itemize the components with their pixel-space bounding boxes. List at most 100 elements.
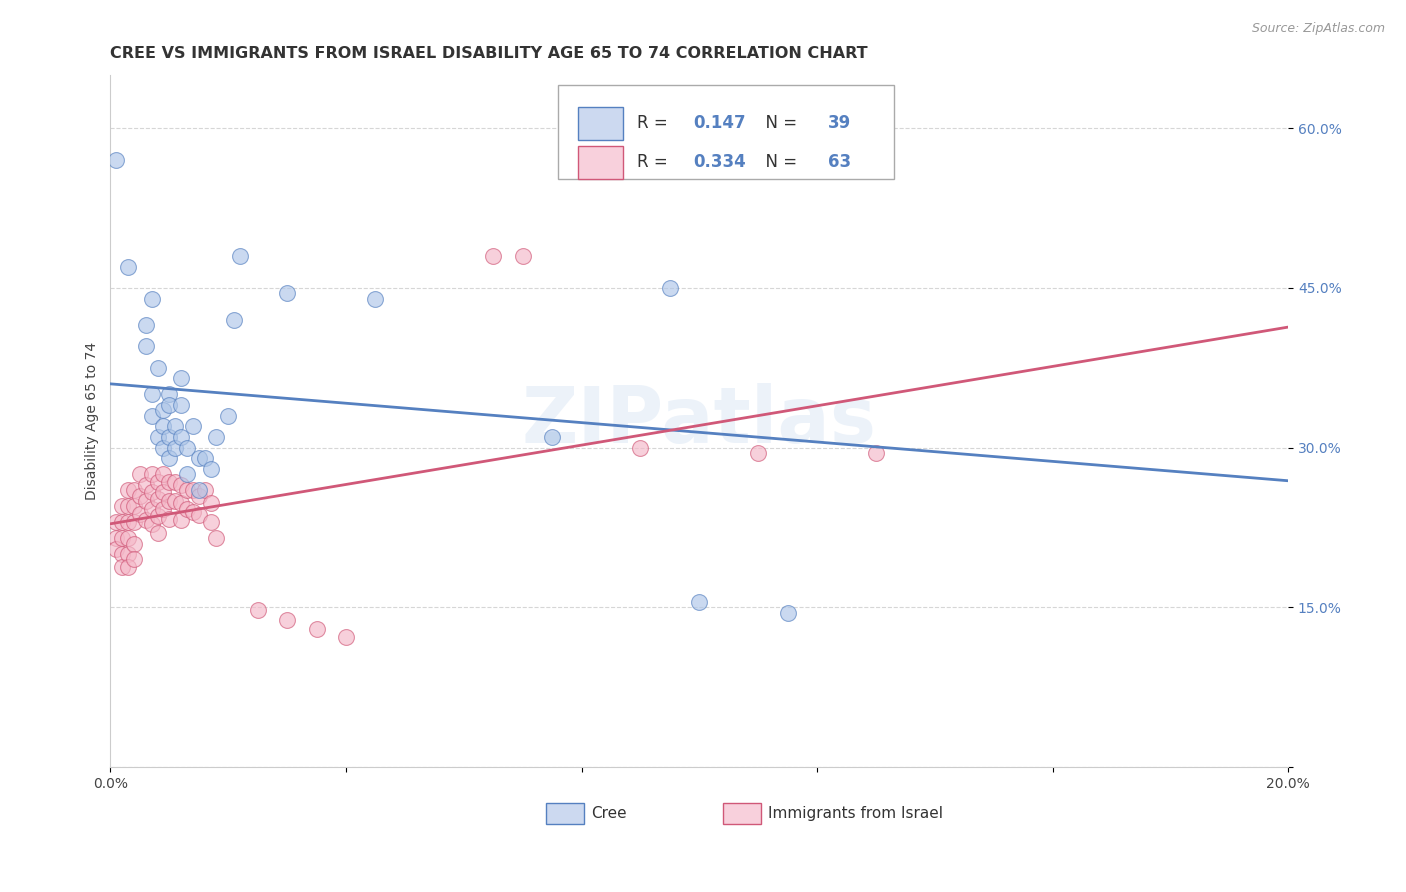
Point	[187, 451, 209, 466]
Point	[688, 595, 710, 609]
Point	[157, 430, 180, 444]
Point	[865, 446, 887, 460]
Point	[117, 515, 139, 529]
Point	[181, 419, 204, 434]
FancyBboxPatch shape	[558, 86, 894, 178]
Point	[117, 531, 139, 545]
Point	[335, 630, 357, 644]
Point	[105, 153, 128, 167]
Point	[165, 494, 187, 508]
Point	[117, 547, 139, 561]
Point	[135, 339, 157, 353]
Point	[187, 483, 209, 498]
Point	[194, 483, 217, 498]
Point	[747, 446, 769, 460]
Point	[111, 500, 134, 514]
Point	[176, 502, 198, 516]
Point	[776, 606, 799, 620]
Point	[135, 478, 157, 492]
Point	[122, 515, 145, 529]
Text: 39: 39	[828, 114, 851, 132]
Point	[141, 467, 163, 482]
Text: N =: N =	[755, 153, 801, 171]
Point	[200, 462, 222, 476]
Point	[105, 541, 128, 556]
Point	[141, 517, 163, 532]
Point	[181, 483, 204, 498]
Point	[276, 613, 298, 627]
Point	[146, 360, 169, 375]
Bar	[578, 145, 623, 179]
Point	[128, 489, 150, 503]
Point	[217, 409, 239, 423]
Y-axis label: Disability Age 65 to 74: Disability Age 65 to 74	[86, 342, 100, 500]
Point	[122, 552, 145, 566]
Point	[582, 132, 605, 146]
Point	[122, 483, 145, 498]
Point	[141, 292, 163, 306]
Text: Cree: Cree	[591, 806, 627, 821]
Point	[111, 515, 134, 529]
Point	[187, 508, 209, 522]
Point	[194, 451, 217, 466]
Point	[170, 513, 193, 527]
Point	[152, 419, 174, 434]
Point	[105, 515, 128, 529]
Point	[146, 525, 169, 540]
Text: R =: R =	[637, 153, 673, 171]
Point	[181, 504, 204, 518]
Point	[117, 260, 139, 274]
Point	[146, 508, 169, 523]
Text: Source: ZipAtlas.com: Source: ZipAtlas.com	[1251, 22, 1385, 36]
Point	[628, 441, 651, 455]
Text: R =: R =	[637, 114, 673, 132]
Point	[152, 485, 174, 500]
Point	[122, 500, 145, 514]
Point	[157, 512, 180, 526]
Point	[146, 430, 169, 444]
Text: N =: N =	[755, 114, 801, 132]
Text: Immigrants from Israel: Immigrants from Israel	[768, 806, 942, 821]
Point	[128, 507, 150, 521]
Bar	[578, 107, 623, 140]
Point	[200, 515, 222, 529]
Point	[305, 622, 328, 636]
Text: 63: 63	[828, 153, 851, 171]
Point	[157, 451, 180, 466]
Point	[141, 409, 163, 423]
Point	[117, 560, 139, 574]
Point	[222, 313, 245, 327]
Point	[170, 371, 193, 385]
Point	[205, 531, 228, 545]
Point	[482, 249, 505, 263]
Point	[111, 531, 134, 545]
Bar	[723, 803, 761, 824]
Point	[512, 249, 534, 263]
Point	[170, 496, 193, 510]
Point	[170, 398, 193, 412]
Point	[165, 419, 187, 434]
Point	[246, 602, 269, 616]
Point	[117, 483, 139, 498]
Point	[152, 403, 174, 417]
Text: CREE VS IMMIGRANTS FROM ISRAEL DISABILITY AGE 65 TO 74 CORRELATION CHART: CREE VS IMMIGRANTS FROM ISRAEL DISABILIT…	[111, 46, 868, 62]
Bar	[546, 803, 583, 824]
Point	[146, 475, 169, 489]
Point	[176, 467, 198, 482]
Point	[141, 387, 163, 401]
Point	[165, 441, 187, 455]
Point	[135, 318, 157, 333]
Point	[229, 249, 252, 263]
Point	[152, 441, 174, 455]
Point	[117, 500, 139, 514]
Point	[128, 467, 150, 482]
Point	[152, 467, 174, 482]
Point	[111, 547, 134, 561]
Point	[165, 475, 187, 489]
Point	[157, 398, 180, 412]
Point	[170, 430, 193, 444]
Point	[141, 502, 163, 516]
Point	[152, 502, 174, 516]
Point	[157, 475, 180, 489]
Point	[141, 485, 163, 500]
